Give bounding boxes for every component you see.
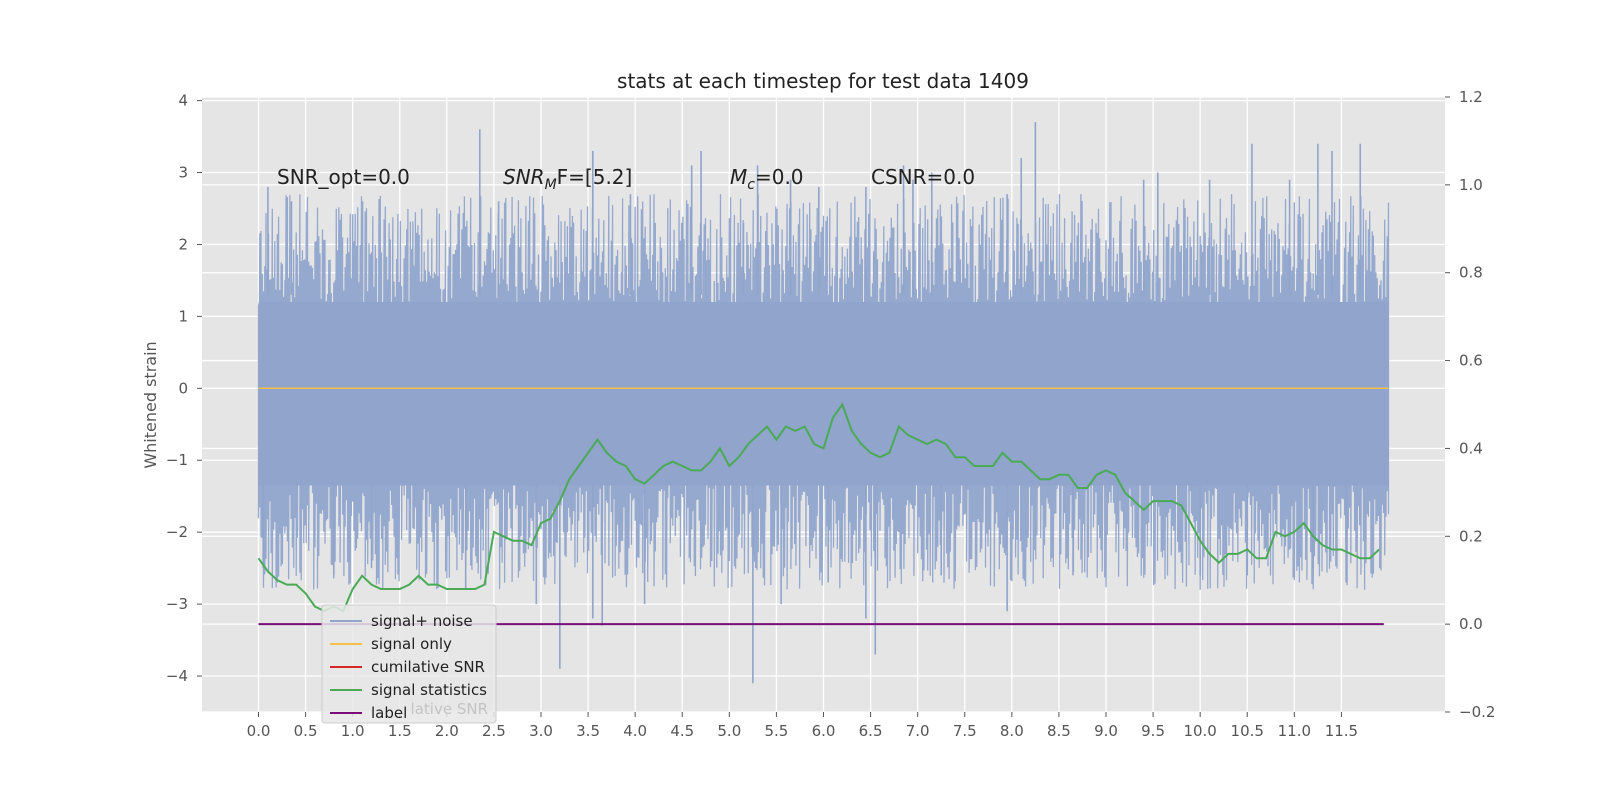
left-tick-label: 0: [178, 379, 188, 397]
right-tick-label: 0.0: [1459, 615, 1483, 633]
left-tick-label: 3: [178, 164, 188, 182]
left-tick-label: −3: [166, 595, 188, 613]
x-tick-label: 4.0: [623, 722, 647, 740]
left-tick-label: −2: [166, 523, 188, 541]
legend: lative SNR signal+ noise signal only cumil…: [321, 604, 497, 724]
x-tick-label: 2.5: [482, 722, 506, 740]
signal-statistics-line: [257, 402, 1380, 613]
left-tick-label: 1: [178, 307, 188, 325]
x-tick-label: 0.0: [247, 722, 271, 740]
x-tick-label: 1.5: [388, 722, 412, 740]
signal-noise-series: [257, 122, 1390, 684]
signal-noise-band: [258, 302, 1389, 486]
annotation-snr-mf-main: SNR: [503, 165, 545, 189]
x-axis-ticks: 0.0 0.5 1.0 1.5 2.0 2.5 3.0 3.5 4.0 4.5 5.0 5.5 6.0 6…: [247, 712, 1358, 740]
x-tick-label: 8.5: [1047, 722, 1071, 740]
x-tick-label: 7.0: [906, 722, 930, 740]
legend-label: label: [371, 704, 407, 722]
annotation-mc: Mc=0.0: [730, 165, 804, 193]
x-tick-label: 3.0: [529, 722, 553, 740]
x-tick-label: 3.5: [576, 722, 600, 740]
x-tick-label: 6.0: [812, 722, 836, 740]
annotation-snr-opt: SNR_opt=0.0: [277, 165, 410, 189]
x-tick-label: 11.0: [1278, 722, 1311, 740]
left-tick-label: 4: [178, 92, 188, 110]
legend-label: signal+ noise: [371, 612, 473, 630]
right-axis-ticks: 1.2 1.0 0.8 0.6 0.4 0.2 0.0 −0.2: [1445, 88, 1495, 721]
left-tick-label: −4: [166, 667, 188, 685]
x-tick-label: 10.5: [1231, 722, 1264, 740]
legend-box: [321, 604, 497, 724]
annotation-mc-main: M: [730, 165, 747, 189]
left-tick-label: 2: [178, 235, 188, 253]
right-tick-label: −0.2: [1459, 703, 1495, 721]
left-tick-label: −1: [166, 451, 188, 469]
x-tick-label: 4.5: [670, 722, 694, 740]
x-tick-label: 10.0: [1183, 722, 1216, 740]
x-tick-label: 8.0: [1000, 722, 1024, 740]
x-tick-label: 7.5: [953, 722, 977, 740]
right-tick-label: 0.6: [1459, 352, 1483, 370]
x-tick-label: 9.0: [1094, 722, 1118, 740]
right-tick-label: 1.2: [1459, 88, 1483, 106]
right-tick-label: 0.4: [1459, 439, 1483, 457]
legend-label: signal only: [371, 635, 452, 653]
annotation-mc-rest: =0.0: [755, 165, 804, 189]
left-axis-ticks: 4 3 2 1 0 −1 −2 −3 −4: [166, 92, 202, 685]
x-tick-label: 9.5: [1141, 722, 1165, 740]
annotation-snr-mf-rest: F=[5.2]: [557, 165, 633, 189]
right-tick-label: 1.0: [1459, 176, 1483, 194]
chart-title: stats at each timestep for test data 140…: [617, 69, 1029, 93]
left-axis-label: Whitened strain: [141, 341, 160, 468]
legend-items: signal+ noise signal only cumilative SNR si…: [330, 612, 487, 722]
annotation-snr-mf-sub: M: [545, 177, 557, 193]
annotation-snr-mf: SNRMF=[5.2]: [503, 165, 632, 193]
x-tick-label: 1.0: [341, 722, 365, 740]
annotation-mc-sub: c: [747, 177, 755, 193]
x-tick-label: 2.0: [435, 722, 459, 740]
right-tick-label: 0.2: [1459, 527, 1483, 545]
annotation-csnr: CSNR=0.0: [871, 165, 975, 189]
legend-label: cumilative SNR: [371, 658, 485, 676]
x-tick-label: 5.5: [764, 722, 788, 740]
x-tick-label: 11.5: [1325, 722, 1358, 740]
legend-ghost-text: lative SNR: [411, 700, 488, 718]
legend-label: signal statistics: [371, 681, 487, 699]
x-tick-label: 0.5: [294, 722, 318, 740]
x-tick-label: 6.5: [859, 722, 883, 740]
x-tick-label: 5.0: [717, 722, 741, 740]
right-tick-label: 0.8: [1459, 264, 1483, 282]
